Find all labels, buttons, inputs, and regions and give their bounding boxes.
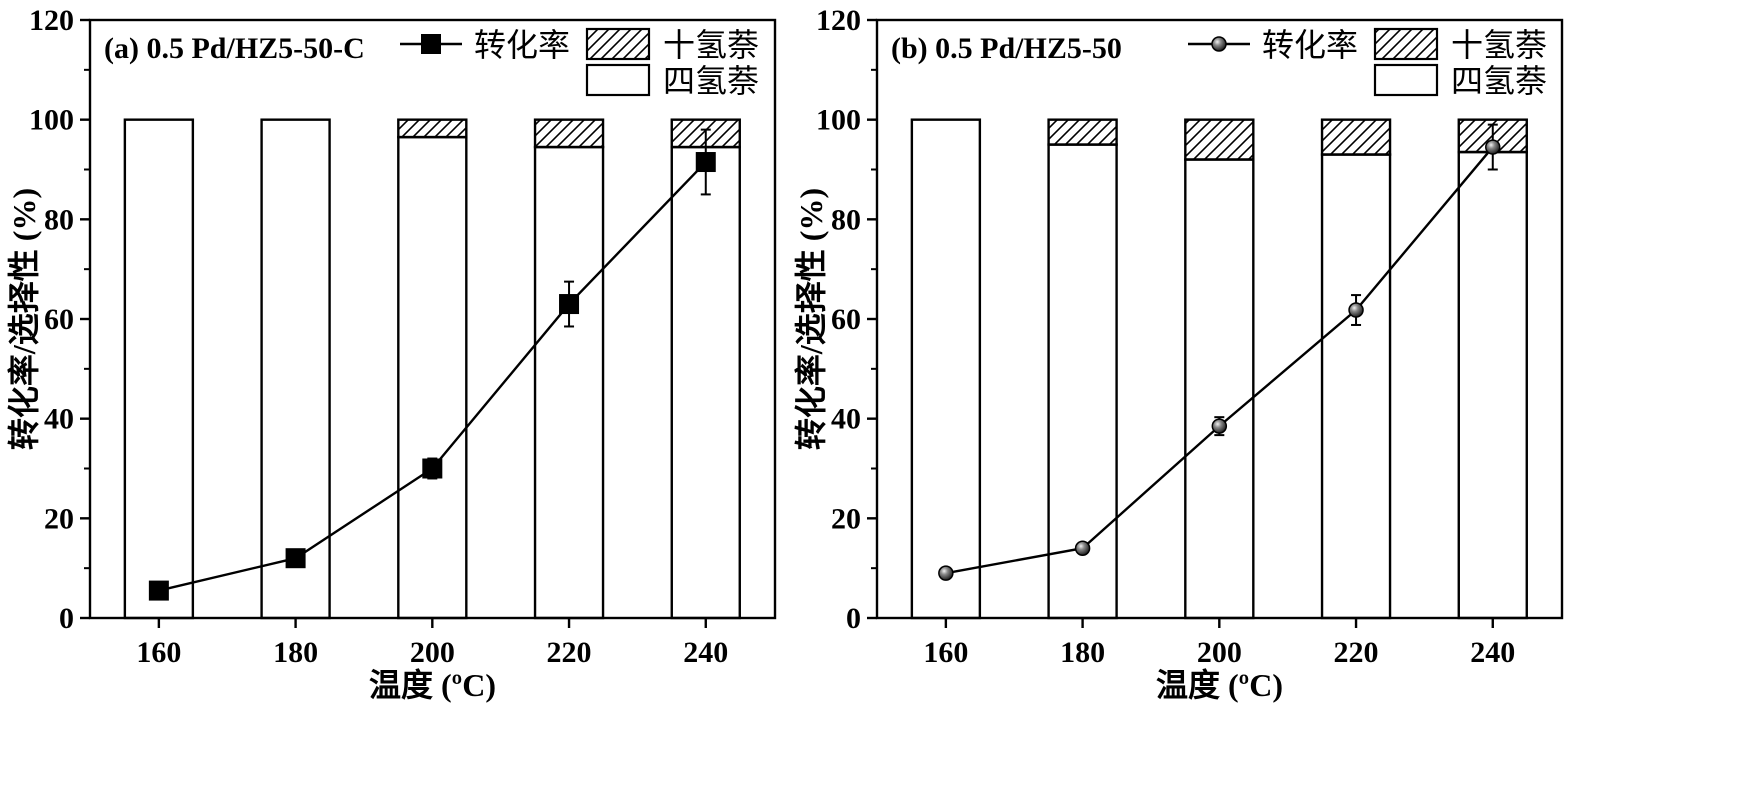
y-tick-label: 20 [44,502,74,535]
x-tick-label: 160 [923,636,968,669]
legend-label-conversion: 转化率 [1262,26,1358,64]
legend-hatch-swatch [585,27,651,61]
legend-marker-swatch [421,34,441,54]
x-tick-label: 240 [683,636,728,669]
y-tick-label: 80 [831,203,861,236]
conversion-point-180 [285,548,306,569]
bar-220-tetralin [1320,153,1392,620]
y-axis-title: 转化率/选择性 (%) [793,188,829,450]
bar-180-tetralin [260,118,331,620]
conversion-point-240 [1485,139,1501,155]
legend-empty-swatch [585,63,651,97]
x-axis-title: 温度 (ºC) [1156,667,1283,703]
conversion-point-200 [1211,418,1228,434]
bar-240-tetralin [1457,150,1528,620]
x-tick-label: 200 [1197,636,1242,669]
conversion-point-200 [422,458,443,479]
x-tick-label: 180 [1060,636,1105,669]
bar-220-tetralin [533,145,605,620]
x-tick-label: 220 [547,636,592,669]
y-tick-label: 0 [59,602,74,635]
conversion-point-220 [1348,302,1364,318]
bar-240-tetralin [670,145,741,620]
bar-200-tetralin [397,135,468,620]
legend-hatch-swatch [1373,27,1439,61]
bar-200-decalin [1184,118,1255,161]
bar-220-decalin [533,118,605,149]
legend-label-decalin: 十氢萘 [663,26,759,64]
panel-title: (a) 0.5 Pd/HZ5-50-C [104,32,365,65]
x-tick-label: 180 [273,636,318,669]
bar-160-tetralin [910,118,982,620]
legend-marker-swatch [1211,36,1227,52]
bar-160-tetralin [123,118,195,620]
conversion-point-240 [695,152,716,173]
x-tick-label: 220 [1334,636,1379,669]
y-tick-label: 100 [29,104,74,137]
y-tick-label: 120 [29,4,74,37]
bar-200-decalin [397,118,468,139]
bar-180-tetralin [1047,143,1118,620]
y-tick-label: 20 [831,502,861,535]
y-tick-label: 80 [44,203,74,236]
legend-label-conversion: 转化率 [474,26,570,64]
bar-220-decalin [1320,118,1392,156]
y-tick-label: 40 [44,403,74,436]
y-tick-label: 0 [846,602,861,635]
legend-empty-swatch [1373,63,1439,97]
x-tick-label: 200 [410,636,455,669]
conversion-point-180 [1074,540,1091,556]
x-tick-label: 240 [1470,636,1515,669]
y-tick-label: 120 [816,4,861,37]
conversion-point-160 [938,565,954,581]
x-tick-label: 160 [136,636,181,669]
y-tick-label: 40 [831,403,861,436]
x-axis-title: 温度 (ºC) [369,667,496,703]
bar-200-tetralin [1184,158,1255,620]
y-tick-label: 60 [44,303,74,336]
conversion-point-220 [559,294,580,315]
conversion-point-160 [148,580,169,601]
legend-label-decalin: 十氢萘 [1451,26,1547,64]
y-tick-label: 100 [816,104,861,137]
legend-label-tetralin: 四氢萘 [663,62,759,100]
y-axis-title: 转化率/选择性 (%) [6,188,42,450]
panel-title: (b) 0.5 Pd/HZ5-50 [891,32,1122,65]
panel-a: 0 20 40 60 80 100 120 160 180 200 220 240 温度 (ºC) 转化率… [6,4,777,703]
legend-label-tetralin: 四氢萘 [1451,62,1547,100]
panel-b: 0 20 40 60 80 100 120 160 180 200 220 240 温度 (ºC) 转化率… [793,4,1564,703]
bar-180-decalin [1047,118,1118,146]
y-tick-label: 60 [831,303,861,336]
